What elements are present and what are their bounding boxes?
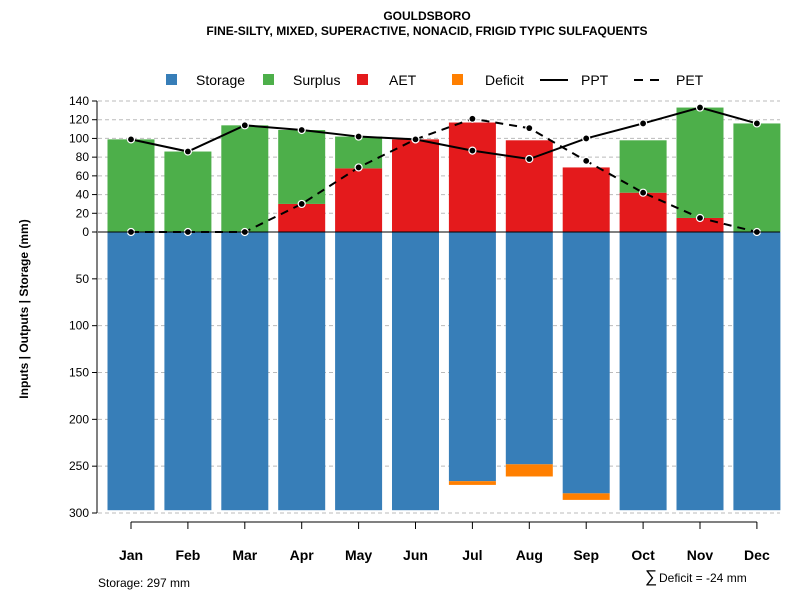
y-tick-label: 50: [76, 272, 90, 286]
storage-bar: [562, 232, 610, 494]
deficit-bar: [505, 464, 553, 477]
legend-swatch: [357, 74, 368, 85]
storage-bar: [278, 232, 326, 511]
ppt-point: [638, 119, 648, 128]
storage-note: Storage: 297 mm: [98, 576, 190, 590]
pet-point: [297, 199, 306, 209]
legend-swatch: [263, 74, 274, 85]
y-tick-label: 100: [69, 131, 89, 145]
x-tick-label: Mar: [232, 547, 257, 563]
pet-point: [638, 188, 648, 197]
surplus-bar: [619, 140, 667, 193]
storage-bar: [505, 232, 553, 465]
ppt-point: [297, 125, 306, 135]
storage-bar: [733, 232, 781, 511]
y-axis-title: Inputs | Outputs | Storage (mm): [17, 219, 31, 398]
pet-point: [354, 163, 363, 172]
aet-bar: [392, 139, 439, 232]
ppt-point: [183, 147, 192, 156]
x-tick-label: Jan: [119, 547, 143, 563]
y-tick-label: 200: [69, 412, 89, 426]
storage-bar: [448, 232, 496, 482]
ppt-point: [752, 119, 762, 128]
pet-point: [468, 114, 477, 123]
surplus-bar: [335, 136, 383, 169]
legend-label: Storage: [196, 72, 245, 88]
aet-bar: [562, 167, 610, 232]
legend-label: AET: [389, 72, 417, 88]
storage-bar: [107, 232, 155, 511]
pet-point: [695, 213, 705, 223]
y-tick-label: 100: [69, 319, 89, 333]
legend: Storage Surplus AET Deficit PPT PET: [166, 72, 704, 88]
legend-label: Surplus: [293, 72, 340, 88]
aet-bar: [448, 122, 496, 232]
aet-bar: [278, 203, 326, 232]
storage-bar: [221, 232, 269, 511]
x-tick-label: Jul: [462, 547, 482, 563]
bars: [107, 107, 781, 511]
y-tick-label: 60: [76, 169, 90, 183]
surplus-bar: [164, 151, 212, 232]
x-tick-label: Sep: [573, 547, 599, 563]
surplus-bar: [278, 130, 326, 204]
pet-point: [411, 135, 420, 144]
deficit-bar: [562, 493, 610, 500]
storage-bar: [335, 232, 383, 511]
pet-point: [525, 124, 534, 133]
chart-title: GOULDSBORO: [383, 9, 470, 23]
x-tick-label: Nov: [687, 547, 714, 563]
surplus-bar: [676, 107, 724, 218]
y-tick-label: 0: [82, 225, 89, 239]
legend-swatch: [452, 74, 463, 85]
ppt-point: [240, 121, 249, 130]
chart-subtitle: FINE-SILTY, MIXED, SUPERACTIVE, NONACID,…: [206, 24, 647, 38]
legend-label: Deficit: [485, 72, 524, 88]
x-tick-label: Jun: [403, 547, 428, 563]
y-tick-label: 40: [76, 188, 90, 202]
legend-label: PET: [676, 72, 704, 88]
x-tick-label: Dec: [744, 547, 770, 563]
x-tick-label: Apr: [290, 547, 315, 563]
storage-bar: [392, 232, 439, 511]
x-tick-label: May: [345, 547, 372, 563]
y-tick-label: 150: [69, 366, 89, 380]
ppt-point: [468, 146, 477, 155]
x-tick-label: Oct: [631, 547, 655, 563]
ppt-point: [582, 134, 591, 143]
ppt-line: [130, 106, 758, 161]
pet-point: [582, 156, 591, 165]
y-tick-label: 20: [76, 206, 90, 220]
ppt-point: [126, 135, 136, 144]
aet-bar: [619, 192, 667, 232]
aet-bar: [335, 168, 383, 232]
ppt-point: [525, 154, 534, 164]
x-tick-label: Feb: [175, 547, 200, 563]
legend-label: PPT: [581, 72, 609, 88]
storage-bar: [676, 232, 724, 511]
storage-bar: [164, 232, 212, 511]
deficit-note: Deficit = -24 mm: [659, 571, 747, 585]
y-tick-label: 140: [69, 94, 89, 108]
ppt-point: [354, 132, 363, 141]
y-tick-label: 120: [69, 113, 89, 127]
sum-symbol: ∑: [645, 567, 657, 586]
legend-swatch: [166, 74, 177, 85]
ppt-point: [695, 103, 705, 112]
surplus-bar: [221, 125, 269, 232]
surplus-bar: [733, 123, 781, 232]
surplus-bar: [107, 139, 155, 232]
storage-bar: [619, 232, 667, 511]
x-tick-label: Aug: [516, 547, 543, 563]
deficit-bar: [448, 481, 496, 485]
y-tick-label: 80: [76, 150, 90, 164]
y-tick-label: 250: [69, 459, 89, 473]
y-tick-label: 300: [69, 506, 89, 520]
